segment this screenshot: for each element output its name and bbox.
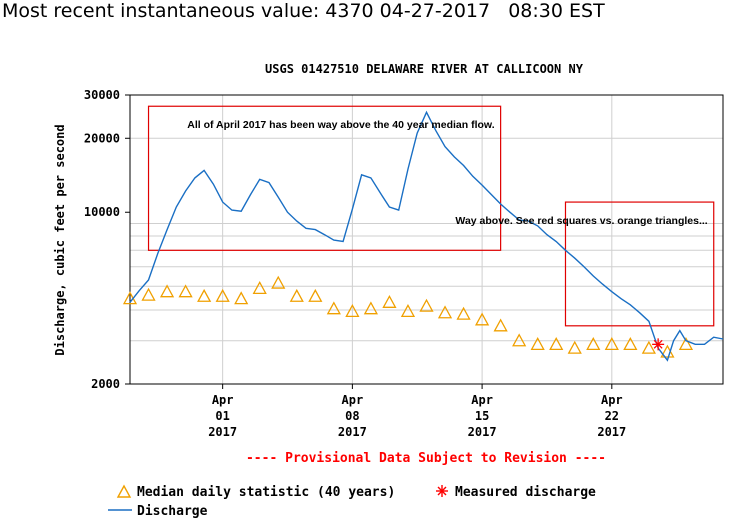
x-tick-label: 2017	[338, 425, 367, 439]
annotation-boxes	[147, 105, 715, 327]
legend-measured-label: Measured discharge	[455, 485, 596, 500]
x-tick-label: 2017	[597, 425, 626, 439]
x-tick-label: 08	[345, 409, 359, 423]
annotation-text: All of April 2017 has been way above the…	[187, 119, 494, 131]
x-tick-label: Apr	[471, 393, 493, 407]
headline: Most recent instantaneous value: 4370 04…	[2, 0, 605, 22]
median-point	[382, 294, 397, 308]
y-axis-label: Discharge, cubic feet per second	[53, 124, 67, 355]
median-point	[623, 336, 638, 350]
median-point	[437, 305, 453, 319]
median-point	[141, 287, 156, 301]
discharge-line	[129, 110, 724, 362]
median-point	[586, 336, 601, 350]
median-point	[400, 304, 416, 318]
annotation-box	[147, 105, 502, 251]
median-point	[419, 298, 434, 312]
median-point	[326, 301, 341, 315]
legend-measured-icon	[436, 485, 448, 497]
grid	[130, 95, 723, 384]
y-axis: 2000 10000 20000 30000	[84, 88, 130, 391]
median-point	[641, 340, 656, 354]
median-point	[289, 288, 304, 302]
median-point	[456, 306, 471, 320]
measured-series	[652, 338, 665, 351]
median-point	[252, 281, 267, 295]
median-point	[197, 288, 212, 302]
median-point	[493, 318, 508, 332]
x-tick-label: 2017	[468, 425, 497, 439]
median-point	[678, 336, 694, 350]
x-tick-label: 22	[605, 409, 619, 423]
median-point	[512, 333, 527, 347]
median-point	[159, 284, 175, 298]
median-point	[308, 288, 323, 302]
y-tick-label: 20000	[84, 131, 120, 145]
median-point	[271, 275, 286, 289]
annotations: All of April 2017 has been way above the…	[187, 119, 708, 227]
median-point	[474, 312, 490, 326]
median-point	[345, 304, 360, 318]
provisional-note: ---- Provisional Data Subject to Revisio…	[246, 451, 606, 466]
annotation-text: Way above. See red squares vs. orange tr…	[455, 215, 707, 227]
legend-median-label: Median daily statistic (40 years)	[137, 485, 395, 500]
legend-median-icon	[116, 484, 132, 498]
median-point	[549, 336, 564, 350]
x-tick-label: 15	[475, 409, 489, 423]
median-point	[567, 340, 582, 354]
x-tick-label: Apr	[342, 393, 364, 407]
median-point	[215, 288, 230, 302]
chart-title: USGS 01427510 DELAWARE RIVER AT CALLICOO…	[265, 62, 584, 76]
y-tick-label: 10000	[84, 205, 120, 219]
median-point	[363, 301, 379, 315]
measured-point	[652, 338, 665, 351]
x-axis: Apr 01 2017 Apr 08 2017 Apr 15 2017 Apr 22 2017	[208, 384, 626, 439]
median-point	[178, 284, 193, 298]
y-tick-label: 2000	[91, 377, 120, 391]
annotation-box	[564, 201, 715, 327]
y-tick-label: 30000	[84, 88, 120, 102]
x-tick-label: 01	[215, 409, 229, 423]
x-tick-label: Apr	[212, 393, 234, 407]
median-point	[604, 336, 619, 350]
median-point	[530, 336, 545, 350]
legend: Median daily statistic (40 years) Measur…	[108, 484, 596, 519]
x-tick-label: 2017	[208, 425, 237, 439]
median-series	[122, 275, 694, 358]
plot-frame	[129, 94, 724, 385]
legend-discharge-label: Discharge	[137, 504, 208, 519]
median-point	[234, 291, 249, 305]
x-tick-label: Apr	[601, 393, 623, 407]
